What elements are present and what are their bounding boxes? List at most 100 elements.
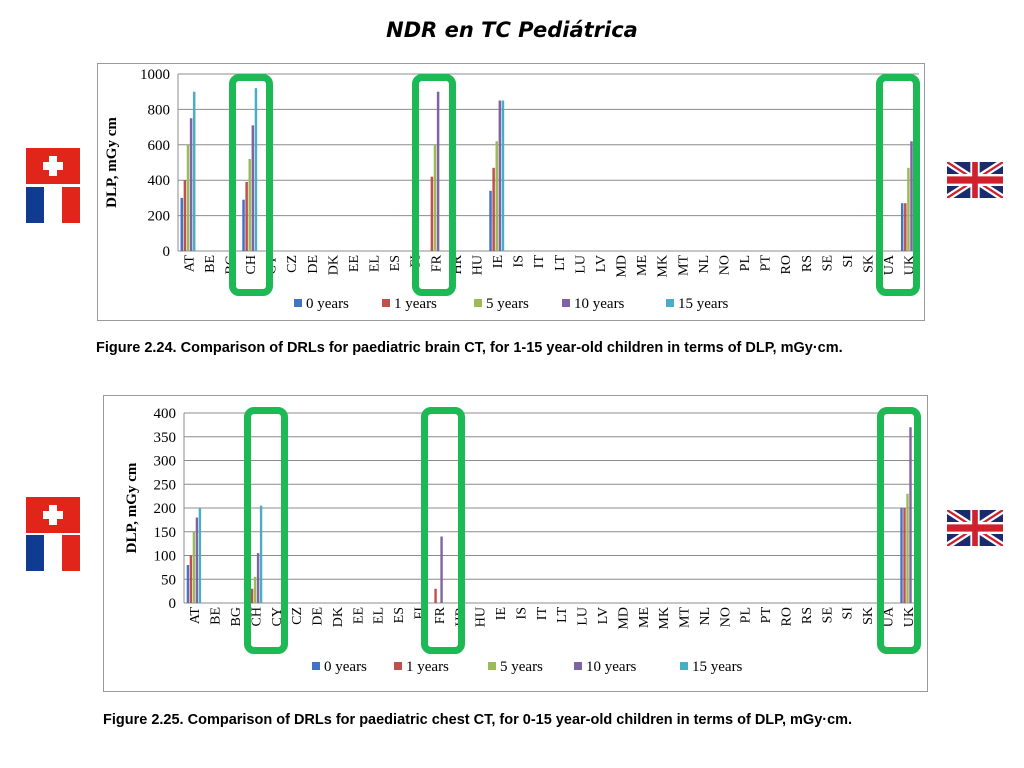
x-tick-label: NO <box>717 255 732 275</box>
y-tick-label: 50 <box>161 572 176 588</box>
bar-ie-15-years <box>501 100 505 251</box>
bar-uk-1-years <box>904 203 907 251</box>
bar-uk-0-years <box>900 508 903 603</box>
bar-uk-5-years <box>906 493 909 603</box>
x-tick-label: ES <box>388 255 403 271</box>
x-tick-label: LV <box>596 607 611 624</box>
legend-entry: 0 years <box>324 659 367 675</box>
x-tick-label: IE <box>494 607 509 620</box>
y-tick-label: 1000 <box>140 67 170 83</box>
x-tick-label: SK <box>862 255 877 273</box>
x-tick-label: HU <box>470 255 485 275</box>
y-tick-label: 600 <box>148 138 171 154</box>
legend-swatch <box>294 299 302 307</box>
x-tick-label: HU <box>474 607 489 627</box>
x-tick-label: LT <box>555 607 570 623</box>
bar-ch-1-years <box>245 181 248 251</box>
y-tick-label: 200 <box>148 209 171 225</box>
bar-at-5-years <box>192 531 196 603</box>
x-tick-label: MD <box>615 255 630 278</box>
x-tick-label: UK <box>902 607 917 627</box>
y-tick-label: 350 <box>154 430 177 446</box>
bar-ch-5-years <box>248 158 251 251</box>
x-tick-label: IS <box>514 607 529 619</box>
legend-entry: 5 years <box>500 659 543 675</box>
bar-at-15-years <box>192 91 196 251</box>
highlight-ch-chest <box>244 407 288 654</box>
bar-at-0-years <box>186 565 190 603</box>
x-tick-label: SI <box>841 255 856 268</box>
x-tick-label: RO <box>779 255 794 274</box>
x-tick-label: BG <box>229 607 244 626</box>
x-tick-label: RS <box>800 607 815 624</box>
x-tick-label: PL <box>739 607 754 623</box>
y-tick-label: 0 <box>169 596 177 612</box>
x-tick-label: BE <box>209 607 224 625</box>
x-tick-label: MT <box>678 607 693 628</box>
y-tick-label: 800 <box>148 102 171 118</box>
y-tick-label: 0 <box>163 244 171 260</box>
bar-at-10-years <box>195 517 199 603</box>
y-tick-label: 250 <box>154 477 177 493</box>
legend-entry: 15 years <box>692 659 743 675</box>
x-tick-label: DE <box>311 607 326 626</box>
x-tick-label: CH <box>244 255 259 274</box>
highlight-uk-brain <box>876 74 920 296</box>
x-tick-label: LU <box>573 255 588 274</box>
x-tick-label: ME <box>637 607 652 628</box>
y-tick-label: 400 <box>154 406 177 422</box>
x-tick-label: RS <box>800 255 815 272</box>
legend-entry: 1 years <box>394 296 437 312</box>
legend-swatch <box>562 299 570 307</box>
y-tick-label: 150 <box>154 525 177 541</box>
figure-2-24-caption: Figure 2.24. Comparison of DRLs for paed… <box>96 340 843 356</box>
x-tick-label: ES <box>392 607 407 623</box>
x-tick-label: DE <box>306 255 321 274</box>
bar-fr-1-years <box>430 176 434 251</box>
x-tick-label: DK <box>326 255 341 275</box>
x-tick-label: AT <box>182 255 197 273</box>
bar-ie-5-years <box>495 141 498 251</box>
x-tick-label: MD <box>616 607 631 630</box>
bar-ch-1-years <box>250 588 254 603</box>
bar-ch-0-years <box>242 199 245 251</box>
x-tick-label: IE <box>491 255 506 268</box>
highlight-fr-chest <box>421 407 465 654</box>
figure-2-25-caption: Figure 2.25. Comparison of DRLs for paed… <box>103 712 853 728</box>
legend-swatch <box>680 662 688 670</box>
x-tick-label: EE <box>351 607 366 624</box>
x-tick-label: MT <box>676 255 691 276</box>
x-tick-label: NO <box>718 607 733 627</box>
bar-at-5-years <box>186 144 190 251</box>
x-tick-label: MK <box>657 607 672 630</box>
bar-ch-15-years <box>259 505 263 603</box>
bar-uk-0-years <box>900 203 904 251</box>
brain-ct-chart: 0 200 400 600 800 1000 DLP, mGy cm AT BE BG CH CY CZ… <box>97 63 925 321</box>
highlight-uk-chest <box>877 407 921 654</box>
swiss-flag-icon <box>26 148 80 184</box>
x-tick-label: SE <box>820 607 835 623</box>
bar-ie-1-years <box>492 167 495 251</box>
bar-ch-10-years <box>251 125 255 251</box>
legend-swatch <box>488 662 496 670</box>
x-tick-label: NL <box>697 255 712 274</box>
legend-entry: 0 years <box>306 296 349 312</box>
x-tick-label: DK <box>331 607 346 627</box>
x-tick-label: PT <box>759 255 774 272</box>
x-tick-label: EE <box>347 255 362 272</box>
bar-uk-10-years <box>909 427 912 603</box>
bar-ie-0-years <box>489 190 492 251</box>
legend-entry: 10 years <box>586 659 637 675</box>
bar-uk-5-years <box>907 167 910 251</box>
bar-fr-5-years <box>433 144 437 251</box>
x-tick-label: IT <box>535 607 550 621</box>
legend-swatch <box>312 662 320 670</box>
bar-fr-10-years <box>440 536 443 603</box>
legend-entry: 10 years <box>574 296 625 312</box>
y-axis-label: DLP, mGy cm <box>104 117 120 208</box>
legend-swatch <box>382 299 390 307</box>
x-tick-label: RO <box>779 607 794 626</box>
uk-flag-icon <box>947 510 1003 546</box>
legend-swatch <box>394 662 402 670</box>
